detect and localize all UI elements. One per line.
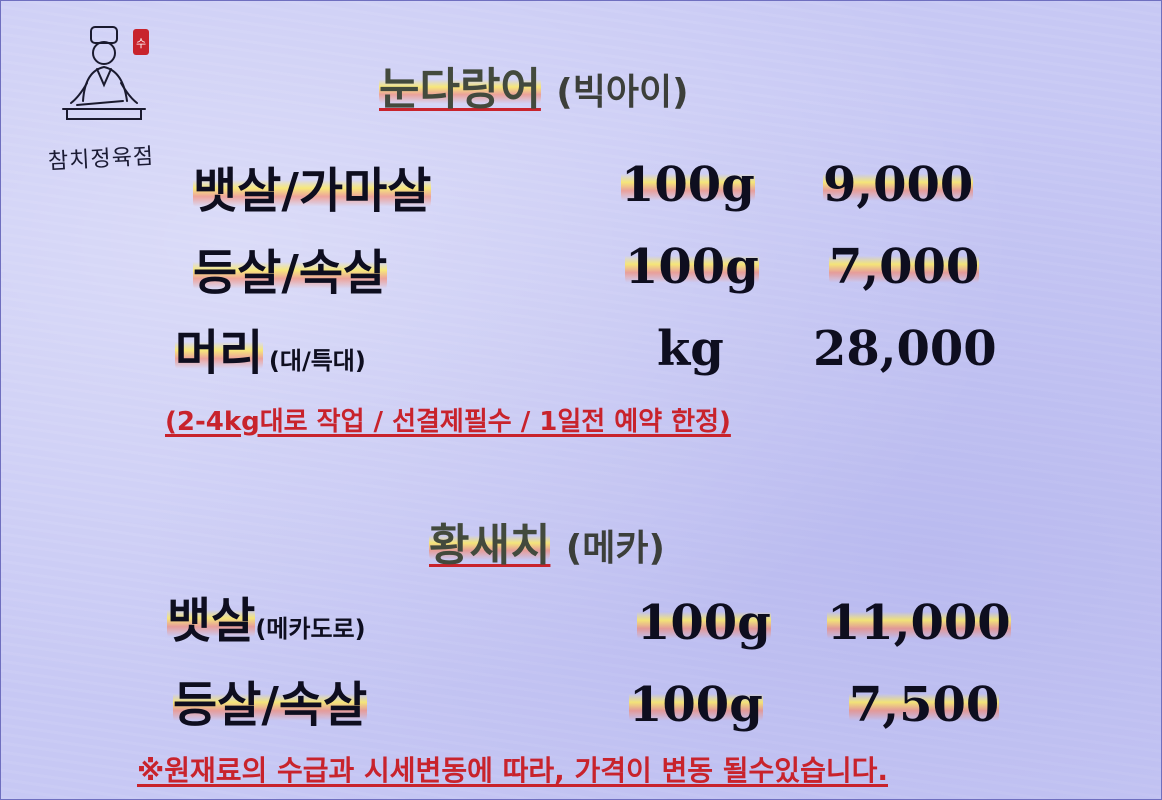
item-name: 뱃살	[167, 593, 256, 649]
item-name: 뱃살/가마살	[193, 163, 432, 219]
section1-remark: (2-4kg대로 작업 / 선결제필수 / 1일전 예약 한정)	[165, 407, 731, 437]
item-weight: 100g	[625, 239, 759, 295]
menu-item-row: 뱃살(메카도로)	[167, 581, 366, 651]
section1-title-sub: (빅아이)	[556, 72, 689, 113]
item-price: 9,000	[823, 157, 974, 213]
item-price: 7,000	[829, 239, 980, 295]
section2-title: 황새치 (메카)	[429, 509, 665, 573]
menu-item-row: 뱃살/가마살	[193, 151, 432, 221]
item-name: 등살/속살	[173, 677, 368, 733]
section2-title-sub: (메카)	[565, 528, 665, 569]
logo-stamp: 수	[136, 37, 146, 50]
shop-name: 참치정육점	[47, 144, 155, 175]
section1-title: 눈다랑어 (빅아이)	[379, 53, 689, 117]
item-weight: 100g	[637, 595, 771, 651]
section2-title-main: 황새치	[429, 520, 551, 571]
item-weight: 100g	[629, 677, 763, 733]
menu-item-row: 등살/속살	[173, 665, 368, 735]
item-name: 머리	[175, 325, 264, 381]
item-price: 7,500	[849, 677, 1000, 733]
menu-item-row: 등살/속살	[193, 233, 388, 303]
item-weight: kg	[657, 321, 724, 377]
shop-logo: 수 참치정육점	[31, 23, 171, 175]
menu-item-row: 머리 (대/특대)	[175, 313, 366, 383]
price-notice: ※원재료의 수급과 시세변동에 따라, 가격이 변동 될수있습니다.	[137, 754, 888, 787]
item-price: 28,000	[813, 321, 997, 377]
section1-title-main: 눈다랑어	[379, 64, 541, 115]
item-name: 등살/속살	[193, 245, 388, 301]
item-price: 11,000	[827, 595, 1011, 651]
item-weight: 100g	[621, 157, 755, 213]
item-note: (대/특대)	[268, 347, 366, 375]
chef-icon: 수	[62, 26, 149, 120]
item-note: (메카도로)	[255, 615, 366, 643]
